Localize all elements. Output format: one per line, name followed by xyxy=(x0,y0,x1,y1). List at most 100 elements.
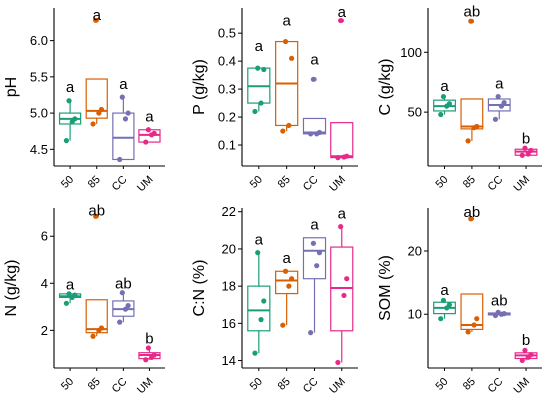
data-point xyxy=(119,94,125,100)
box-UM: a xyxy=(138,109,161,145)
data-point xyxy=(280,322,286,328)
data-point xyxy=(528,147,534,154)
y-tick-label: 10 xyxy=(408,307,422,322)
significance-label: ab xyxy=(115,275,132,292)
data-point xyxy=(261,298,267,304)
data-point xyxy=(519,152,525,158)
data-point xyxy=(528,352,534,358)
panel-6: 10 20 SOM (%) a ab ab b 50 85 CC UM xyxy=(377,204,542,396)
data-point xyxy=(474,123,480,130)
box-iqr xyxy=(275,270,299,295)
box-CC: ab xyxy=(112,275,135,325)
data-point xyxy=(145,345,152,351)
x-tick-label: 85 xyxy=(276,174,293,191)
y-tick-label: 2 xyxy=(41,323,48,338)
data-point xyxy=(310,76,316,82)
data-point xyxy=(282,38,289,45)
data-point xyxy=(96,110,102,116)
data-point xyxy=(344,153,350,159)
data-point xyxy=(66,98,72,104)
y-tick-label: 6.0 xyxy=(30,33,48,48)
x-tick-label: UM xyxy=(327,174,348,195)
box-50: a xyxy=(247,232,271,356)
data-point xyxy=(314,263,320,269)
y-axis-title: pH xyxy=(3,77,20,97)
box-85: ab xyxy=(460,204,484,335)
box-CC: a xyxy=(302,52,327,137)
data-point xyxy=(335,359,341,366)
box-85: ab xyxy=(460,4,484,144)
box-85: a xyxy=(275,13,299,134)
data-point xyxy=(525,151,531,157)
x-tick-label: 85 xyxy=(461,174,478,191)
data-point xyxy=(338,17,344,24)
box-50: a xyxy=(58,79,82,144)
significance-label: a xyxy=(93,7,102,24)
panel-2: 0.1 0.2 0.3 0.4 0.5 P (g/kg) a a a a 50 85 CC UM xyxy=(191,4,358,194)
y-axis-title: SOM (%) xyxy=(377,255,394,321)
x-tick-label: 50 xyxy=(248,174,265,191)
data-point xyxy=(446,101,453,107)
data-point xyxy=(261,66,267,73)
y-tick-label: 22 xyxy=(222,204,236,219)
data-point xyxy=(335,155,341,161)
y-axis-title: N (g/kg) xyxy=(3,260,20,317)
box-50: a xyxy=(433,282,456,322)
significance-label: a xyxy=(338,206,347,223)
box-85: ab xyxy=(85,202,108,339)
data-point xyxy=(341,292,347,299)
significance-label: a xyxy=(495,75,504,92)
significance-label: a xyxy=(338,4,347,21)
data-point xyxy=(66,291,72,297)
y-tick-label: 18 xyxy=(222,279,236,294)
x-tick-label: UM xyxy=(327,376,348,397)
data-point xyxy=(280,128,286,134)
x-tick-label: 85 xyxy=(276,376,293,393)
data-point xyxy=(308,131,314,137)
box-UM: b xyxy=(138,331,161,363)
data-point xyxy=(501,311,507,317)
data-point xyxy=(282,268,289,274)
data-point xyxy=(143,139,149,145)
significance-label: a xyxy=(119,76,128,93)
box-50: a xyxy=(58,276,82,306)
x-tick-label: UM xyxy=(135,174,156,195)
data-point xyxy=(471,322,477,328)
significance-label: a xyxy=(310,217,319,234)
data-point xyxy=(468,18,474,24)
data-point xyxy=(117,319,123,325)
data-point xyxy=(495,309,501,315)
data-point xyxy=(446,302,453,308)
data-point xyxy=(145,127,152,133)
significance-label: a xyxy=(255,38,264,55)
data-point xyxy=(122,116,129,122)
y-tick-label: 0.2 xyxy=(218,110,236,125)
data-point xyxy=(258,100,264,106)
box-iqr xyxy=(460,98,484,130)
data-point xyxy=(286,122,292,129)
data-point xyxy=(501,99,507,106)
box-iqr xyxy=(302,237,327,280)
significance-label: a xyxy=(310,52,319,69)
significance-label: a xyxy=(440,282,449,299)
x-tick-label: 85 xyxy=(461,376,478,393)
y-tick-label: 5.0 xyxy=(30,106,48,121)
data-point xyxy=(255,65,261,71)
x-tick-label: UM xyxy=(135,376,156,397)
data-point xyxy=(286,283,292,289)
x-tick-label: 50 xyxy=(434,376,451,393)
data-point xyxy=(498,103,505,109)
box-iqr xyxy=(112,112,135,161)
panel-5: 14 16 18 20 22 C:N (%) a a a a 50 85 CC UM xyxy=(191,204,358,396)
x-tick-label: 50 xyxy=(59,174,76,191)
data-point xyxy=(316,250,323,256)
data-point xyxy=(308,330,314,336)
data-point xyxy=(93,213,99,219)
data-point xyxy=(310,240,316,246)
box-50: a xyxy=(247,38,271,115)
y-axis-title: C (g/kg) xyxy=(377,59,394,116)
data-point xyxy=(258,317,264,323)
x-tick-label: 50 xyxy=(59,376,76,393)
